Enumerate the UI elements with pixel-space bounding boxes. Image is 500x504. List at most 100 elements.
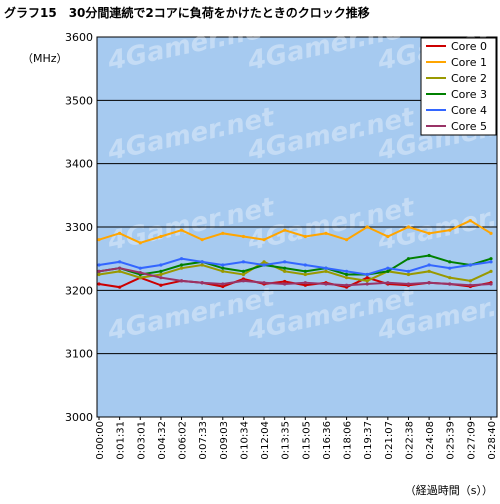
series-4-point-0	[97, 263, 101, 267]
series-4-point-5	[200, 260, 204, 264]
series-1-point-13	[365, 225, 369, 229]
series-0-point-0	[97, 282, 101, 286]
x-tick-label-4: 0:06:02	[178, 421, 189, 460]
series-1-point-5	[200, 238, 204, 242]
series-3-point-19	[489, 257, 493, 261]
y-tick-label-3500: 3500	[65, 94, 93, 107]
series-1-point-19	[489, 231, 493, 235]
series-4-point-13	[365, 272, 369, 277]
series-2-point-15	[406, 272, 411, 277]
series-5-point-9	[283, 282, 287, 286]
series-4-point-12	[344, 269, 349, 273]
series-4-point-16	[427, 263, 431, 267]
series-1-point-8	[262, 238, 266, 242]
x-tick-label-9: 0:13:35	[281, 421, 292, 460]
series-5-point-8	[262, 281, 266, 285]
x-tick-label-0: 0:00:00	[95, 421, 106, 460]
x-tick-label-10: 0:15:05	[301, 421, 312, 460]
series-3-point-17	[448, 260, 452, 264]
legend-label-5: Core 5	[451, 120, 487, 133]
series-0-point-1	[118, 285, 122, 289]
x-tick-label-6: 0:09:03	[219, 421, 230, 460]
x-axis-ticks: 0:00:00 0:01:31 0:03:01 0:04:32 0:06:02 0:07:…	[95, 417, 498, 460]
series-2-point-6	[221, 269, 225, 273]
series-4-point-18	[468, 263, 472, 267]
series-1-point-15	[406, 225, 411, 229]
series-4-point-19	[489, 260, 493, 264]
x-tick-label-5: 0:07:33	[198, 421, 209, 460]
series-2-point-5	[200, 263, 204, 267]
series-5-point-19	[489, 282, 493, 286]
series-4-point-3	[159, 263, 163, 267]
series-line-5	[98, 267, 492, 287]
series-5-point-11	[324, 282, 328, 286]
y-axis-ticks: 3000 3100 3200 3300 3400 3500 3600	[65, 31, 93, 424]
series-4-point-10	[303, 263, 307, 267]
series-5-point-10	[303, 281, 307, 285]
series-2-point-7	[241, 272, 246, 277]
series-5-point-17	[448, 282, 452, 286]
series-2-point-13	[365, 279, 369, 283]
series-3-point-9	[283, 266, 287, 270]
series-4-point-11	[324, 266, 328, 270]
x-tick-label-1: 0:01:31	[116, 421, 127, 460]
series-5-point-14	[386, 281, 390, 285]
x-tick-label-15: 0:22:38	[404, 421, 415, 460]
series-5-point-2	[138, 271, 142, 275]
x-tick-label-16: 0:24:08	[425, 421, 436, 460]
series-1-point-6	[221, 231, 225, 235]
series-3-point-7	[241, 269, 246, 273]
series-3-point-3	[159, 269, 163, 273]
series-4-point-2	[138, 266, 142, 270]
x-tick-label-12: 0:18:06	[343, 421, 354, 460]
series-4-point-8	[262, 263, 266, 267]
x-tick-label-2: 0:03:01	[136, 421, 147, 460]
series-0-point-9	[283, 279, 287, 284]
series-3-point-14	[386, 269, 390, 273]
series-2-point-3	[159, 272, 163, 277]
legend-label-0: Core 0	[451, 40, 487, 53]
series-line-4	[98, 257, 492, 276]
series-4-point-15	[406, 269, 411, 273]
series-2-point-10	[303, 272, 307, 277]
series-0-point-13	[365, 276, 369, 280]
series-1-point-18	[468, 219, 472, 223]
series-4-point-14	[386, 266, 390, 270]
series-5-point-13	[365, 282, 369, 286]
series-2-point-19	[489, 269, 493, 273]
series-2-point-4	[179, 266, 184, 270]
legend-label-2: Core 2	[451, 72, 487, 85]
series-1-point-0	[97, 238, 101, 242]
y-tick-label-3600: 3600	[65, 31, 93, 44]
series-1-point-4	[179, 228, 184, 232]
series-0-point-6	[221, 284, 225, 289]
legend-box	[420, 37, 497, 136]
y-tick-label-3400: 3400	[65, 158, 93, 171]
series-2-point-8	[262, 260, 266, 264]
series-1-point-9	[283, 228, 287, 232]
series-1-point-11	[324, 231, 328, 235]
series-1-point-14	[386, 234, 390, 239]
series-line-3	[98, 254, 492, 276]
series-4-point-17	[448, 266, 452, 270]
legend-label-3: Core 3	[451, 88, 487, 101]
series-5-point-6	[221, 282, 225, 286]
series-5-point-5	[200, 281, 204, 285]
series-4-point-7	[241, 260, 246, 264]
series-line-2	[98, 260, 492, 282]
series-5-point-3	[159, 276, 163, 280]
series-line-1	[98, 219, 492, 244]
x-tick-label-18: 0:27:09	[466, 421, 477, 460]
y-tick-label-3300: 3300	[65, 221, 93, 234]
x-tick-label-13: 0:19:37	[363, 421, 374, 460]
series-layer	[97, 219, 493, 289]
series-4-point-1	[118, 260, 122, 264]
y-tick-label-3000: 3000	[65, 411, 93, 424]
series-1-point-16	[427, 231, 431, 235]
series-2-point-16	[427, 269, 431, 273]
series-2-point-0	[97, 272, 101, 277]
legend-label-4: Core 4	[451, 104, 487, 117]
series-2-point-11	[324, 269, 328, 273]
series-3-point-12	[344, 272, 349, 277]
x-axis-label: （経過時間（s））	[405, 484, 493, 497]
